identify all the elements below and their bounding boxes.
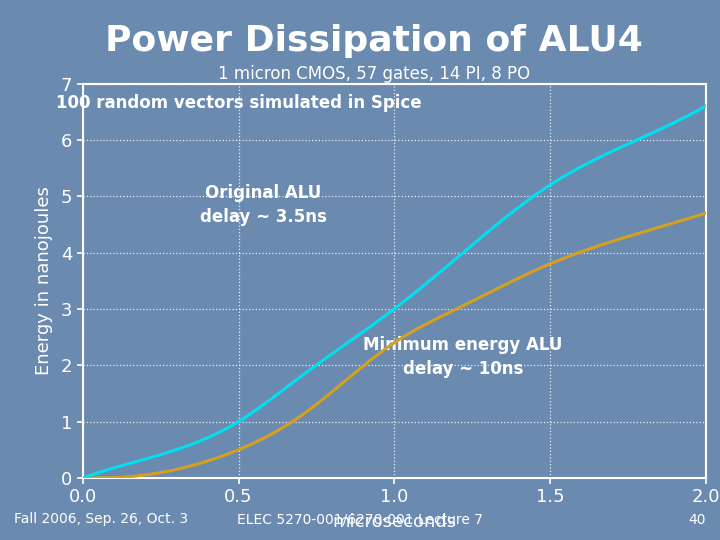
Text: 40: 40	[688, 512, 706, 526]
Text: 1 micron CMOS, 57 gates, 14 PI, 8 PO: 1 micron CMOS, 57 gates, 14 PI, 8 PO	[218, 65, 531, 83]
Y-axis label: Energy in nanojoules: Energy in nanojoules	[35, 186, 53, 375]
Text: 100 random vectors simulated in Spice: 100 random vectors simulated in Spice	[55, 94, 421, 112]
X-axis label: microseconds: microseconds	[332, 513, 456, 531]
Text: Original ALU
delay ~ 3.5ns: Original ALU delay ~ 3.5ns	[200, 184, 327, 226]
Text: Power Dissipation of ALU4: Power Dissipation of ALU4	[105, 24, 644, 58]
Text: Minimum energy ALU
delay ~ 10ns: Minimum energy ALU delay ~ 10ns	[363, 336, 562, 377]
Text: Fall 2006, Sep. 26, Oct. 3: Fall 2006, Sep. 26, Oct. 3	[14, 512, 189, 526]
Text: ELEC 5270-001/6270-001 Lecture 7: ELEC 5270-001/6270-001 Lecture 7	[237, 512, 483, 526]
